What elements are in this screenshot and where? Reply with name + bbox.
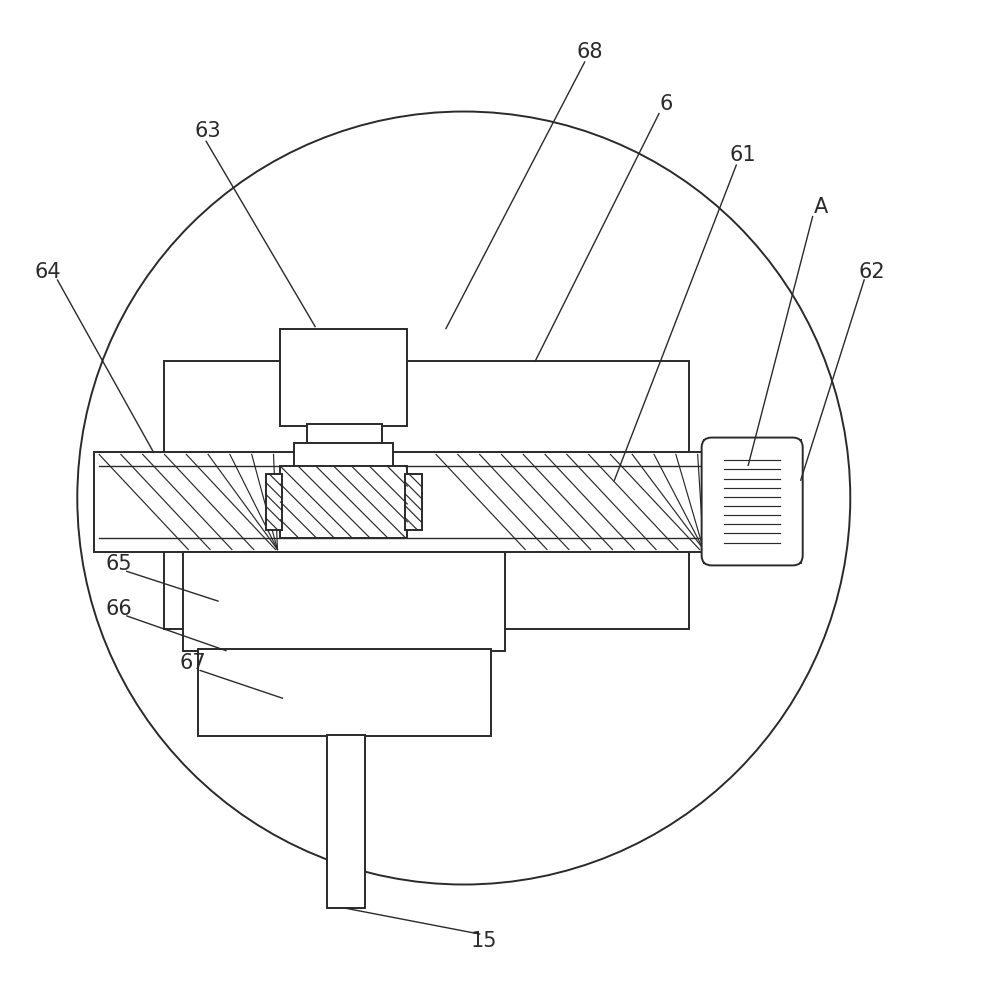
Text: A: A — [814, 197, 827, 217]
Text: 63: 63 — [195, 121, 221, 141]
Bar — [198, 649, 491, 736]
Text: 67: 67 — [180, 653, 206, 673]
Bar — [280, 466, 407, 538]
Bar — [94, 452, 709, 552]
Text: 65: 65 — [106, 554, 132, 574]
Bar — [183, 552, 505, 651]
FancyBboxPatch shape — [702, 438, 803, 565]
Text: 6: 6 — [659, 94, 673, 114]
Bar — [405, 474, 422, 530]
Circle shape — [77, 112, 850, 885]
Bar — [307, 424, 382, 445]
Bar — [294, 443, 393, 502]
Bar — [164, 361, 689, 629]
Text: 64: 64 — [35, 262, 60, 282]
Text: 66: 66 — [106, 599, 132, 619]
Bar — [280, 329, 407, 426]
Bar — [704, 440, 801, 563]
Bar — [266, 474, 282, 530]
Text: 15: 15 — [471, 931, 496, 951]
Text: 61: 61 — [730, 145, 756, 165]
Bar — [327, 735, 365, 908]
Text: 68: 68 — [577, 42, 603, 62]
Text: 62: 62 — [859, 262, 885, 282]
